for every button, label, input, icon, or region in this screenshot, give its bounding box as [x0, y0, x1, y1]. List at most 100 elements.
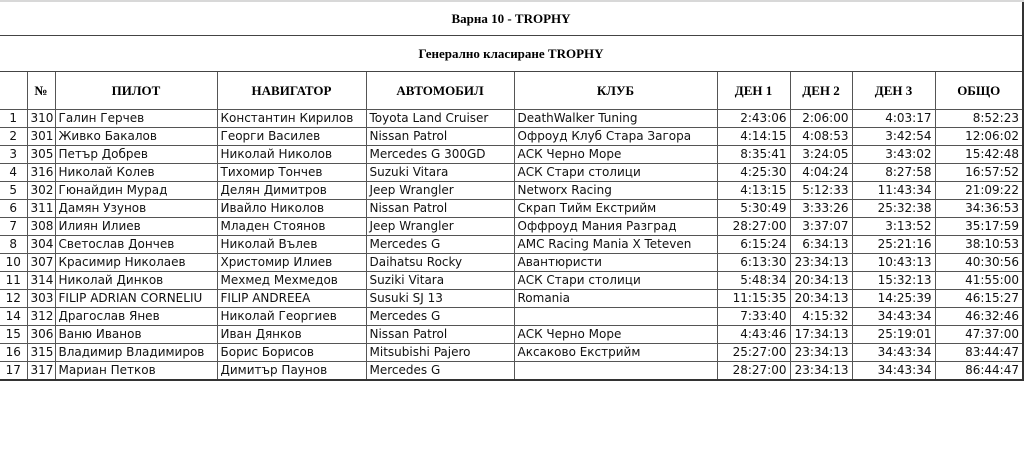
cell-number: 306 — [26, 325, 56, 344]
cell-navigator: Георги Василев — [216, 127, 367, 146]
cell-car: Mercedes G — [365, 307, 515, 326]
table-row: 7 308 Илиян Илиев Младен Стоянов Jeep Wrangl… — [0, 217, 1022, 236]
cell-club — [513, 307, 718, 326]
cell-number: 305 — [26, 145, 56, 164]
cell-total: 38:10:53 — [934, 235, 1022, 254]
cell-navigator: Николай Вълев — [216, 235, 367, 254]
cell-club: AMC Racing Mania X Teteven — [513, 235, 718, 254]
cell-car: Nissan Patrol — [365, 325, 515, 344]
cell-day3: 34:43:34 — [851, 361, 936, 381]
cell-pilot: Петър Добрев — [54, 145, 218, 164]
cell-day2: 3:24:05 — [789, 145, 853, 164]
cell-rank: 15 — [0, 325, 28, 344]
cell-day1: 11:15:35 — [716, 289, 791, 308]
top-border — [0, 0, 1024, 2]
cell-number: 304 — [26, 235, 56, 254]
cell-number: 308 — [26, 217, 56, 236]
cell-pilot: Николай Колев — [54, 163, 218, 182]
cell-total: 16:57:52 — [934, 163, 1022, 182]
cell-pilot: Живко Бакалов — [54, 127, 218, 146]
cell-total: 83:44:47 — [934, 343, 1022, 362]
table-row: 14 312 Драгослав Янев Николай Георгиев Merce… — [0, 307, 1022, 326]
table-row: 16 315 Владимир Владимиров Борис Борисов Mit… — [0, 343, 1022, 362]
cell-day3: 10:43:13 — [851, 253, 936, 272]
cell-total: 34:36:53 — [934, 199, 1022, 218]
cell-day1: 4:25:30 — [716, 163, 791, 182]
table-row: 15 306 Ваню Иванов Иван Дянков Nissan Patrol… — [0, 325, 1022, 344]
cell-total: 35:17:59 — [934, 217, 1022, 236]
cell-day2: 6:34:13 — [789, 235, 853, 254]
cell-rank: 3 — [0, 145, 28, 164]
cell-club: Romania — [513, 289, 718, 308]
cell-rank: 4 — [0, 163, 28, 182]
cell-club: Авантюристи — [513, 253, 718, 272]
cell-rank: 5 — [0, 181, 28, 200]
cell-day2: 20:34:13 — [789, 271, 853, 290]
cell-day1: 8:35:41 — [716, 145, 791, 164]
cell-day3: 3:42:54 — [851, 127, 936, 146]
cell-day2: 2:06:00 — [789, 109, 853, 128]
cell-number: 310 — [26, 109, 56, 128]
cell-rank: 1 — [0, 109, 28, 128]
table-row: 11 314 Николай Динков Мехмед Мехмедов Suziki… — [0, 271, 1022, 290]
cell-number: 307 — [26, 253, 56, 272]
table-row: 12 303 FILIP ADRIAN CORNELIU FILIP ANDREEA S… — [0, 289, 1022, 308]
cell-club: Networx Racing — [513, 181, 718, 200]
cell-day1: 6:13:30 — [716, 253, 791, 272]
cell-day3: 14:25:39 — [851, 289, 936, 308]
cell-car: Mercedes G — [365, 235, 515, 254]
cell-day2: 17:34:13 — [789, 325, 853, 344]
cell-navigator: Николай Георгиев — [216, 307, 367, 326]
cell-rank: 6 — [0, 199, 28, 218]
cell-navigator: Младен Стоянов — [216, 217, 367, 236]
cell-day2: 5:12:33 — [789, 181, 853, 200]
cell-car: Mitsubishi Pajero — [365, 343, 515, 362]
cell-navigator: Христомир Илиев — [216, 253, 367, 272]
cell-day2: 3:33:26 — [789, 199, 853, 218]
cell-day1: 7:33:40 — [716, 307, 791, 326]
cell-day3: 8:27:58 — [851, 163, 936, 182]
cell-club: Оффроуд Мания Разград — [513, 217, 718, 236]
cell-pilot: Владимир Владимиров — [54, 343, 218, 362]
cell-day2: 3:37:07 — [789, 217, 853, 236]
cell-car: Susuki SJ 13 — [365, 289, 515, 308]
cell-day3: 11:43:34 — [851, 181, 936, 200]
cell-pilot: Дамян Узунов — [54, 199, 218, 218]
table-row: 10 307 Красимир Николаев Христомир Илиев Dai… — [0, 253, 1022, 272]
cell-rank: 7 — [0, 217, 28, 236]
cell-total: 41:55:00 — [934, 271, 1022, 290]
cell-number: 316 — [26, 163, 56, 182]
cell-number: 312 — [26, 307, 56, 326]
cell-navigator: Мехмед Мехмедов — [216, 271, 367, 290]
cell-navigator: Николай Николов — [216, 145, 367, 164]
cell-rank: 11 — [0, 271, 28, 290]
cell-number: 315 — [26, 343, 56, 362]
standings-table: № ПИЛОТ НАВИГАТОР АВТОМОБИЛ КЛУБ ДЕН 1 ДЕН 2 ДЕ… — [0, 72, 1022, 381]
table-row: 17 317 Мариан Петков Димитър Паунов Mercedes… — [0, 361, 1022, 381]
cell-number: 311 — [26, 199, 56, 218]
cell-number: 314 — [26, 271, 56, 290]
cell-rank: 12 — [0, 289, 28, 308]
table-row: 3 305 Петър Добрев Николай Николов Mercedes … — [0, 145, 1022, 164]
cell-rank: 10 — [0, 253, 28, 272]
page-subtitle: Генерално класиране TROPHY — [0, 36, 1022, 72]
cell-day2: 23:34:13 — [789, 361, 853, 381]
cell-day1: 5:48:34 — [716, 271, 791, 290]
cell-club: DeathWalker Tuning — [513, 109, 718, 128]
cell-number: 303 — [26, 289, 56, 308]
cell-club: Скрап Тийм Екстрийм — [513, 199, 718, 218]
cell-club: АСК Черно Море — [513, 325, 718, 344]
cell-pilot: Илиян Илиев — [54, 217, 218, 236]
cell-pilot: Драгослав Янев — [54, 307, 218, 326]
cell-day1: 4:43:46 — [716, 325, 791, 344]
cell-navigator: Делян Димитров — [216, 181, 367, 200]
cell-day2: 4:08:53 — [789, 127, 853, 146]
cell-day1: 5:30:49 — [716, 199, 791, 218]
cell-day2: 4:04:24 — [789, 163, 853, 182]
cell-pilot: Ваню Иванов — [54, 325, 218, 344]
cell-car: Nissan Patrol — [365, 199, 515, 218]
cell-car: Mercedes G 300GD — [365, 145, 515, 164]
results-sheet: Варна 10 - TROPHY Генерално класиране TR… — [0, 2, 1024, 381]
cell-day1: 25:27:00 — [716, 343, 791, 362]
cell-pilot: Светослав Дончев — [54, 235, 218, 254]
